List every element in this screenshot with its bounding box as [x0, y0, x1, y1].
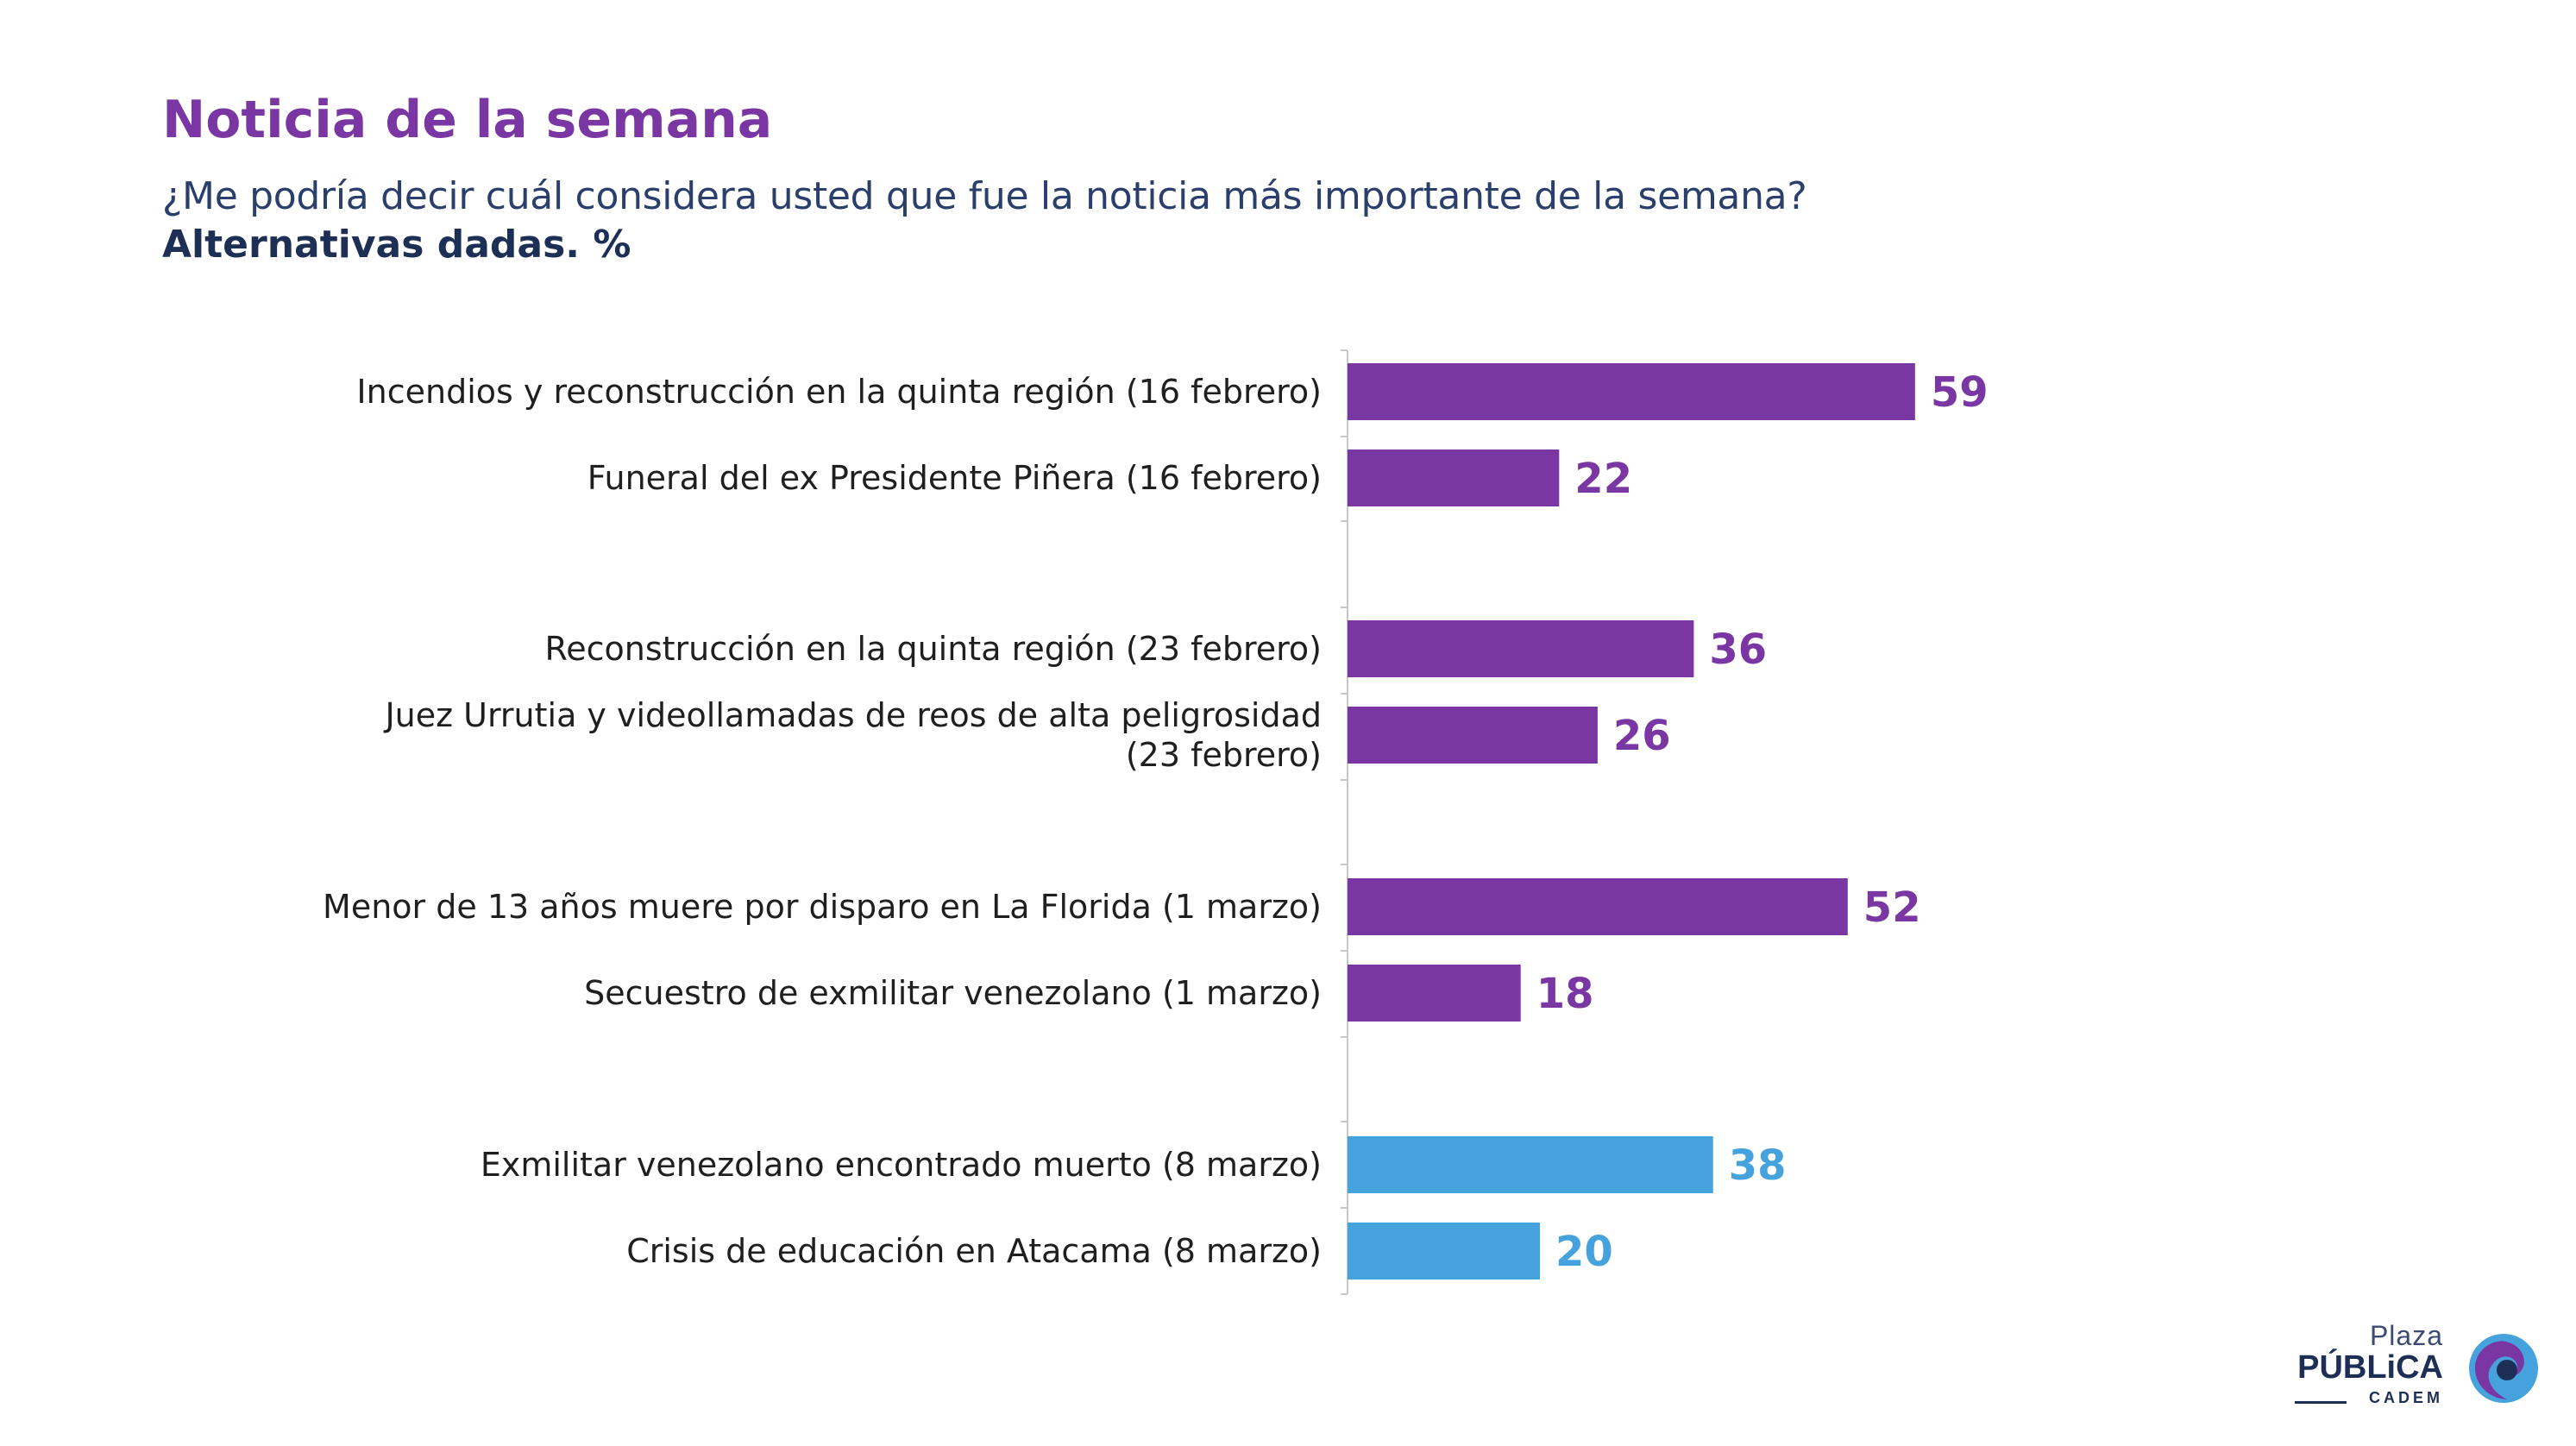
- data-label: 20: [1555, 1228, 1613, 1276]
- chart-subtitle: Alternativas dadas. %: [162, 223, 631, 267]
- bar: [1348, 965, 1521, 1022]
- bar: [1348, 450, 1560, 506]
- category-label: Juez Urrutia y videollamadas de reos de …: [383, 696, 1322, 734]
- category-label: Secuestro de exmilitar venezolano (1 mar…: [584, 974, 1322, 1012]
- question-text: ¿Me podría decir cuál considera usted qu…: [162, 174, 1807, 218]
- logo-text-cadem: CADEM: [2369, 1389, 2443, 1406]
- category-label: (23 febrero): [1126, 736, 1322, 774]
- bar: [1348, 1136, 1713, 1193]
- category-label: Crisis de educación en Atacama (8 marzo): [626, 1232, 1322, 1270]
- logo-text-plaza: Plaza: [2369, 1320, 2443, 1351]
- data-label: 38: [1729, 1141, 1787, 1190]
- bar: [1348, 878, 1848, 935]
- bar: [1348, 1223, 1540, 1279]
- logo-text-publica: PÚBLiCA: [2297, 1349, 2443, 1386]
- category-label: Funeral del ex Presidente Piñera (16 feb…: [587, 459, 1322, 497]
- logo-underline: [2295, 1401, 2347, 1404]
- bar: [1348, 620, 1694, 677]
- data-label: 36: [1709, 626, 1767, 674]
- data-label: 52: [1863, 883, 1921, 932]
- chart-title: Noticia de la semana: [162, 90, 773, 150]
- data-label: 22: [1574, 455, 1632, 503]
- plaza-publica-logo: Plaza PÚBLiCA CADEM: [2295, 1320, 2545, 1415]
- data-label: 59: [1931, 368, 1989, 417]
- category-label: Exmilitar venezolano encontrado muerto (…: [481, 1146, 1322, 1184]
- bar: [1348, 363, 1915, 420]
- bar: [1348, 707, 1598, 764]
- category-label: Menor de 13 años muere por disparo en La…: [323, 888, 1322, 926]
- data-label: 18: [1536, 970, 1594, 1018]
- data-label: 26: [1613, 712, 1671, 760]
- category-label: Reconstrucción en la quinta región (23 f…: [545, 630, 1322, 668]
- logo-swirl-icon: [2469, 1334, 2538, 1403]
- category-label: Incendios y reconstrucción en la quinta …: [356, 373, 1322, 411]
